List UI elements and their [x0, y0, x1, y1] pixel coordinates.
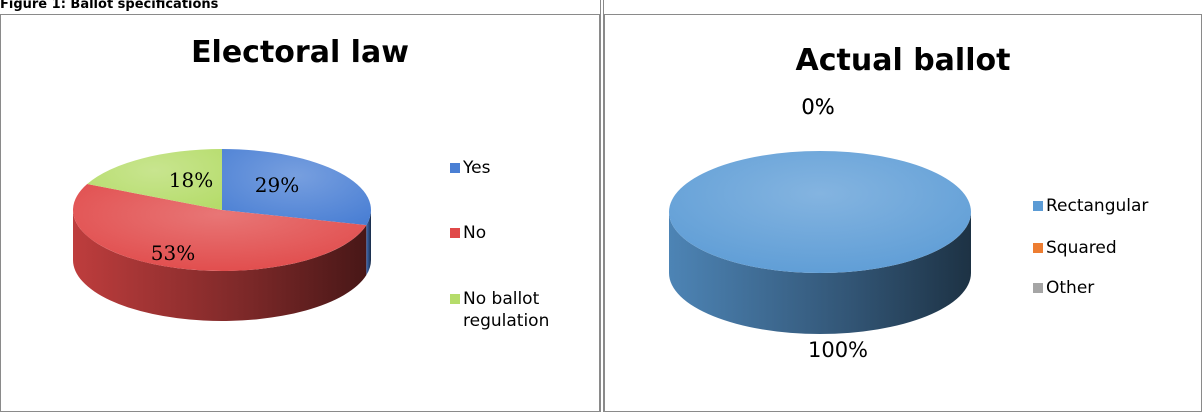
data-label-other: 0% — [801, 95, 834, 119]
pie-slice-yes — [222, 149, 371, 226]
legend-swatch-other — [1033, 283, 1043, 293]
legend-label-no: No — [463, 223, 486, 243]
data-label-no: 53% — [151, 241, 195, 265]
data-label-yes: 29% — [255, 173, 299, 197]
legend-label-yes: Yes — [462, 158, 491, 178]
pie-side-no — [73, 210, 367, 321]
legend-item-squared: Squared — [1033, 238, 1117, 258]
legend-label-squared: Squared — [1046, 238, 1117, 258]
chart-panel-actual-ballot: Actual ballot 100% 0% 0% Rectangular Squared… — [604, 14, 1202, 412]
legend-label-no-ballot-regulation: No ballot regulation — [463, 289, 549, 331]
data-label-rectangular: 100% — [808, 338, 868, 362]
legend-item-other: Other — [1033, 278, 1094, 298]
pie-slice-no-ballot-regulation — [87, 149, 222, 210]
legend-item-no: No — [450, 223, 486, 243]
data-label-no-ballot-regulation: 18% — [169, 168, 213, 192]
legend-item-rectangular: Rectangular — [1033, 196, 1148, 216]
pie-slice-rectangular — [669, 151, 971, 273]
legend-swatch-yes — [450, 163, 460, 173]
legend-swatch-squared — [1033, 243, 1043, 253]
pie-chart-electoral-law: 29% 53% 18% Yes No No ballot regulation — [73, 149, 549, 331]
chart-panel-electoral-law: Electoral law 29% 53% 18% Yes No No ballot reg… — [0, 14, 600, 412]
chart-title-electoral-law: Electoral law — [191, 35, 409, 70]
figure-caption: Figure 1: Ballot specifications — [0, 0, 219, 11]
pie-slice-no — [73, 184, 367, 271]
panel-divider — [600, 0, 604, 412]
legend-label-other: Other — [1046, 278, 1094, 298]
legend-item-yes: Yes — [450, 158, 491, 178]
legend-swatch-no — [450, 228, 460, 238]
pie-side-yes — [366, 210, 371, 276]
data-label-squared: 0% — [801, 95, 834, 119]
legend-label-rectangular: Rectangular — [1046, 196, 1148, 216]
chart-title-actual-ballot: Actual ballot — [795, 43, 1011, 78]
legend-swatch-rectangular — [1033, 201, 1043, 211]
legend-item-no-ballot-regulation: No ballot regulation — [450, 289, 549, 331]
legend-swatch-no-ballot-regulation — [450, 294, 460, 304]
